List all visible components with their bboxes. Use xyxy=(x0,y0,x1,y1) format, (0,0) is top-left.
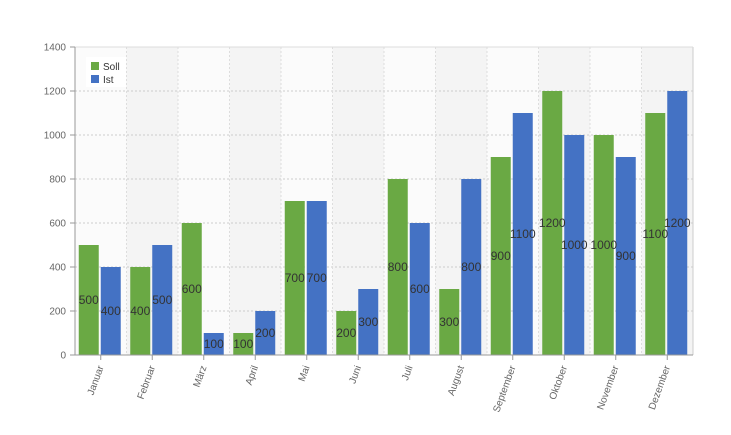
data-label: 600 xyxy=(410,282,430,296)
bar-soll-januar xyxy=(78,245,99,355)
data-labels: 5004006001007002008003009001200100011004… xyxy=(79,216,691,351)
y-tick-label: 1200 xyxy=(44,87,67,98)
bar-soll-november xyxy=(593,135,614,355)
bar-soll-juli xyxy=(387,179,408,355)
data-label: 1100 xyxy=(642,227,668,241)
x-tick-label: März xyxy=(192,364,210,389)
data-label: 800 xyxy=(461,260,481,274)
data-label: 200 xyxy=(255,326,275,340)
data-label: 1200 xyxy=(664,216,691,230)
data-label: 300 xyxy=(439,315,459,329)
bar-soll-märz xyxy=(181,223,202,355)
y-tick-label: 600 xyxy=(49,219,66,230)
legend-label-soll[interactable]: Soll xyxy=(103,62,120,73)
bar-soll-juni xyxy=(336,311,357,355)
bar-soll-oktober xyxy=(542,91,563,355)
y-tick-label: 800 xyxy=(49,175,66,186)
data-label: 400 xyxy=(130,304,150,318)
data-label: 900 xyxy=(616,249,636,263)
x-tick-label: August xyxy=(446,364,467,397)
data-label: 700 xyxy=(307,271,327,285)
x-tick-label: Mai xyxy=(297,364,313,383)
legend-swatch-soll xyxy=(91,62,99,70)
data-label: 100 xyxy=(204,337,224,351)
data-label: 600 xyxy=(182,282,202,296)
bar-ist-oktober xyxy=(564,135,585,355)
legend[interactable]: Soll Ist xyxy=(86,57,126,87)
data-label: 1200 xyxy=(539,216,566,230)
data-label: 700 xyxy=(285,271,305,285)
bar-soll-september xyxy=(490,157,511,355)
bar-ist-februar xyxy=(152,245,173,355)
data-label: 400 xyxy=(101,304,121,318)
bar-ist-märz xyxy=(203,333,224,355)
x-axis: Januar Februar März April Mai Juni Juli August S… xyxy=(75,354,693,414)
bar-ist-april xyxy=(255,311,276,355)
x-tick-label: Juni xyxy=(347,364,364,385)
x-tick-label: November xyxy=(595,364,621,412)
legend-label-ist[interactable]: Ist xyxy=(103,75,114,86)
x-tick-label: Oktober xyxy=(548,364,571,402)
data-label: 200 xyxy=(336,326,356,340)
bar-soll-mai xyxy=(284,201,305,355)
data-label: 1000 xyxy=(590,238,617,252)
band xyxy=(229,47,281,355)
bar-soll-april xyxy=(233,333,254,355)
bar-ist-januar xyxy=(100,267,121,355)
x-tick-label: Februar xyxy=(136,364,159,401)
x-tick-label: September xyxy=(492,364,519,414)
data-label: 500 xyxy=(152,293,172,307)
y-axis: 0 200 400 600 800 1000 1200 1400 xyxy=(44,43,76,362)
bar-soll-februar xyxy=(130,267,151,355)
x-tick-label: April xyxy=(244,364,261,387)
y-tick-label: 0 xyxy=(60,351,66,362)
x-tick-label: Januar xyxy=(86,364,107,397)
y-tick-label: 1400 xyxy=(44,43,67,54)
bar-ist-juni xyxy=(358,289,379,355)
data-label: 300 xyxy=(358,315,378,329)
bar-ist-dezember xyxy=(667,91,688,355)
y-tick-label: 1000 xyxy=(44,131,67,142)
grid-lines xyxy=(75,46,694,356)
bar-soll-dezember xyxy=(645,113,666,355)
data-label: 500 xyxy=(79,293,99,307)
bar-ist-november xyxy=(615,157,636,355)
x-tick-label: Dezember xyxy=(647,364,673,412)
bar-ist-juli xyxy=(409,223,430,355)
bar-ist-august xyxy=(461,179,482,355)
y-tick-label: 200 xyxy=(49,307,66,318)
bar-ist-september xyxy=(512,113,533,355)
bar-soll-august xyxy=(439,289,460,355)
bars xyxy=(78,91,688,355)
data-label: 800 xyxy=(388,260,408,274)
data-label: 900 xyxy=(491,249,511,263)
data-label: 1100 xyxy=(510,227,536,241)
x-tick-label: Juli xyxy=(400,364,415,382)
legend-swatch-ist xyxy=(91,75,99,83)
data-label: 1000 xyxy=(561,238,588,252)
bar-ist-mai xyxy=(306,201,327,355)
y-tick-label: 400 xyxy=(49,263,66,274)
data-label: 100 xyxy=(233,337,253,351)
